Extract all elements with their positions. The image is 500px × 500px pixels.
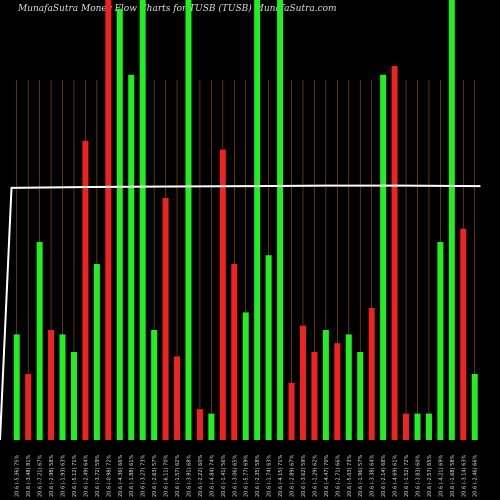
bar bbox=[105, 0, 112, 440]
x-tick-label: 20.6 (-2.57) 65% bbox=[427, 454, 433, 497]
bar bbox=[368, 308, 375, 440]
x-tick-label: 20.6 (-3.48) 81% bbox=[26, 454, 32, 497]
bar bbox=[311, 352, 318, 440]
bar bbox=[185, 0, 192, 440]
bar bbox=[345, 334, 352, 440]
x-tick-label: 20.6 (-4.21) 69% bbox=[438, 454, 444, 497]
x-tick-label: 20.6 (-1.29) 62% bbox=[312, 454, 318, 497]
x-tick-label: 20.6 (-1.41) 56% bbox=[221, 454, 227, 497]
x-tick-label: 20.6 (-6.11) 70% bbox=[164, 454, 170, 497]
x-tick-label: 20.6 (-1.93) 63% bbox=[61, 454, 67, 497]
x-tick-label: 20.6 (-2.89) 67% bbox=[290, 454, 296, 497]
x-tick-label: 20.6 (-2.63) 57% bbox=[152, 454, 158, 497]
chart-title: MunafaSutra Money Flow Charts for TUSB (… bbox=[18, 4, 337, 14]
bar bbox=[231, 264, 238, 440]
x-tick-label: 20.6 (-1.96) 57% bbox=[358, 454, 364, 497]
bar bbox=[59, 334, 66, 440]
x-tick-label: 20.6 (-2.22) 60% bbox=[198, 454, 204, 497]
x-tick-label: 20.6 (-0.98) 72% bbox=[106, 454, 112, 497]
bar bbox=[174, 356, 181, 440]
x-tick-label: 20.6 (-3.38) 64% bbox=[370, 454, 376, 497]
bar bbox=[116, 8, 123, 441]
x-tick-label: 20.6 (-4.15) 71% bbox=[278, 454, 284, 497]
x-tick-label: 20.6 (-5.77) 69% bbox=[244, 454, 250, 497]
x-tick-label: 20.6 (-3.27) 73% bbox=[141, 454, 147, 497]
x-tick-label: 20.6 (-2.14) 68% bbox=[381, 454, 387, 497]
bar bbox=[334, 343, 341, 440]
bar bbox=[448, 0, 455, 440]
bar bbox=[391, 66, 398, 440]
bar bbox=[25, 374, 32, 440]
x-tick-label: 20.6 (-2.49) 64% bbox=[83, 454, 89, 497]
bar bbox=[265, 255, 272, 440]
x-tick-label: 20.6 (-4.69) 61% bbox=[393, 454, 399, 497]
bar bbox=[219, 149, 226, 440]
bar bbox=[471, 374, 478, 440]
bar bbox=[277, 0, 284, 440]
bar bbox=[380, 74, 387, 441]
bar bbox=[13, 334, 20, 440]
x-tick-label: 20.6 (-3.62) 59% bbox=[301, 454, 307, 497]
bar bbox=[70, 352, 77, 440]
x-tick-label: 20.6 (-2.46) 66% bbox=[473, 454, 479, 497]
bar bbox=[357, 352, 364, 440]
bar bbox=[139, 0, 146, 440]
bar bbox=[162, 198, 169, 440]
x-tick-label: 20.6 (-2.71) 66% bbox=[335, 454, 341, 497]
x-tick-label: 20.6 (-5.12) 71% bbox=[72, 454, 78, 497]
x-tick-label: 20.6 (-2.98) 58% bbox=[49, 454, 55, 497]
bar bbox=[288, 382, 295, 440]
bar bbox=[322, 330, 329, 440]
x-tick-label: 20.6 (-3.06) 65% bbox=[232, 454, 238, 497]
x-tick-label: 20.6 (-4.36) 66% bbox=[118, 454, 124, 497]
x-tick-label: 20.6 (-1.52) 72% bbox=[404, 454, 410, 497]
x-tick-label: 20.6 (-2.35) 58% bbox=[255, 454, 261, 497]
bar bbox=[128, 74, 135, 441]
x-tick-label: 20.6 (-1.68) 58% bbox=[450, 454, 456, 497]
bar bbox=[437, 242, 444, 440]
bar bbox=[48, 330, 55, 440]
x-tick-label: 20.6 (-3.91) 68% bbox=[186, 454, 192, 497]
bar bbox=[299, 325, 306, 440]
bar bbox=[425, 413, 432, 440]
bar bbox=[403, 413, 410, 440]
bar bbox=[254, 0, 261, 440]
x-tick-label: 20.6 (-3.83) 60% bbox=[415, 454, 421, 497]
bar bbox=[414, 413, 421, 440]
x-tick-label: 20.6 (-7.21) 67% bbox=[38, 454, 44, 497]
bar bbox=[242, 312, 249, 440]
x-tick-label: 20.6 (-5.36) 75% bbox=[15, 454, 21, 497]
x-tick-label: 20.6 (-4.84) 74% bbox=[209, 454, 215, 497]
x-tick-label: 20.6 (-5.03) 73% bbox=[347, 454, 353, 497]
trend-line bbox=[0, 184, 481, 441]
x-tick-label: 20.6 (-1.88) 61% bbox=[129, 454, 135, 497]
bar bbox=[93, 264, 100, 440]
bar bbox=[196, 409, 203, 440]
x-tick-label: 20.6 (-3.72) 59% bbox=[95, 454, 101, 497]
bar bbox=[460, 228, 467, 440]
bar bbox=[36, 242, 43, 440]
bar bbox=[208, 413, 215, 440]
x-tick-label: 20.6 (-1.57) 62% bbox=[175, 454, 181, 497]
x-tick-label: 20.6 (-3.14) 63% bbox=[461, 454, 467, 497]
bar bbox=[151, 330, 158, 440]
x-tick-label: 20.6 (-4.47) 70% bbox=[324, 454, 330, 497]
bar bbox=[82, 140, 89, 441]
x-tick-label: 20.6 (-1.74) 63% bbox=[267, 454, 273, 497]
